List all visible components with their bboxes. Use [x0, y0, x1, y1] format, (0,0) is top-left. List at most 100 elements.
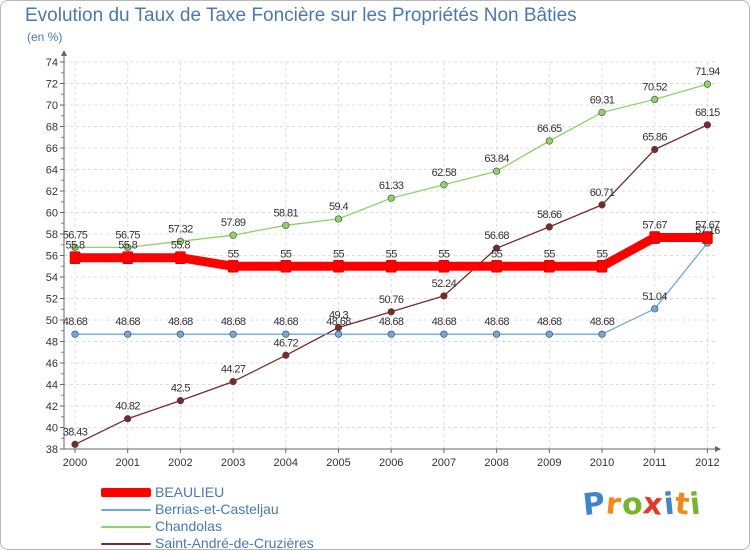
legend-label: Berrias-et-Casteljau	[155, 501, 279, 517]
data-label-saint-andre-de-cruzieres: 44.27	[221, 364, 246, 376]
point-berrias-et-casteljau	[598, 330, 606, 338]
data-label-beaulieu: 55.8	[65, 240, 84, 252]
x-tick-label: 2002	[168, 457, 192, 469]
point-saint-andre-de-cruzieres	[124, 415, 132, 423]
data-label-beaulieu: 57.67	[695, 220, 720, 232]
point-saint-andre-de-cruzieres	[703, 121, 712, 129]
y-tick-label: 64	[46, 165, 58, 177]
legend-swatch	[101, 508, 151, 511]
legend-item-chandolas: Chandolas	[101, 518, 314, 535]
data-label-berrias-et-casteljau: 48.68	[326, 316, 351, 328]
y-axis-arrow	[61, 50, 67, 56]
data-label-saint-andre-de-cruzieres: 38.43	[63, 426, 88, 438]
y-tick-label: 54	[46, 272, 58, 284]
data-label-chandolas: 62.58	[432, 167, 457, 179]
point-berrias-et-casteljau	[651, 305, 659, 313]
data-label-chandolas: 70.52	[642, 81, 667, 93]
point-chandolas	[598, 108, 606, 117]
data-label-saint-andre-de-cruzieres: 58.66	[537, 209, 562, 221]
point-beaulieu	[122, 251, 133, 264]
data-label-chandolas: 56.75	[115, 229, 140, 241]
point-chandolas	[703, 80, 712, 88]
data-label-saint-andre-de-cruzieres: 49.3	[329, 310, 348, 322]
data-label-berrias-et-casteljau: 57.16	[695, 225, 720, 237]
point-beaulieu	[543, 259, 555, 273]
point-berrias-et-casteljau	[493, 330, 501, 338]
data-label-chandolas: 57.89	[221, 217, 246, 229]
data-label-beaulieu: 55	[333, 248, 345, 260]
point-berrias-et-casteljau	[71, 330, 79, 338]
logo-letter: i	[688, 486, 704, 523]
data-label-beaulieu: 55	[280, 248, 292, 260]
x-tick-label: 2011	[643, 457, 667, 469]
data-label-berrias-et-casteljau: 51.04	[642, 291, 667, 303]
legend-label: Saint-André-de-Cruzières	[155, 535, 314, 550]
y-tick-label: 60	[46, 208, 58, 220]
data-label-berrias-et-casteljau: 48.68	[432, 316, 457, 328]
x-tick-label: 2012	[695, 457, 719, 469]
point-saint-andre-de-cruzieres	[229, 377, 237, 386]
y-tick-label: 66	[46, 143, 58, 155]
point-beaulieu	[280, 259, 292, 273]
data-label-chandolas: 59.4	[329, 201, 348, 213]
x-tick-label: 2000	[63, 457, 87, 469]
point-saint-andre-de-cruzieres	[176, 397, 184, 405]
y-tick-label: 58	[46, 229, 58, 241]
data-label-saint-andre-de-cruzieres: 42.5	[171, 383, 190, 395]
point-beaulieu	[227, 259, 239, 273]
point-saint-andre-de-cruzieres	[545, 223, 553, 231]
point-berrias-et-casteljau	[387, 330, 395, 338]
data-label-berrias-et-casteljau: 48.68	[63, 316, 88, 328]
data-label-berrias-et-casteljau: 48.68	[590, 316, 615, 328]
data-label-berrias-et-casteljau: 48.68	[221, 316, 246, 328]
y-tick-label: 52	[46, 294, 58, 306]
y-tick-label: 70	[46, 100, 58, 112]
data-label-chandolas: 57.32	[168, 223, 193, 235]
legend-swatch	[101, 525, 151, 528]
point-saint-andre-de-cruzieres	[493, 244, 501, 252]
point-beaulieu	[702, 231, 713, 244]
x-tick-label: 2008	[484, 457, 508, 469]
legend-label: BEAULIEU	[155, 484, 225, 500]
x-tick-label: 2005	[326, 457, 350, 469]
x-tick-label: 2009	[537, 457, 561, 469]
point-chandolas	[440, 181, 448, 189]
data-label-chandolas: 56.75	[63, 229, 88, 241]
y-tick-label: 62	[46, 186, 58, 198]
data-label-saint-andre-de-cruzieres: 68.15	[695, 107, 720, 119]
point-saint-andre-de-cruzieres	[387, 308, 395, 316]
data-label-saint-andre-de-cruzieres: 65.86	[642, 132, 667, 144]
x-tick-label: 2003	[221, 457, 245, 469]
data-label-berrias-et-casteljau: 48.68	[168, 316, 193, 328]
point-beaulieu	[385, 259, 397, 273]
data-label-chandolas: 69.31	[590, 94, 615, 106]
x-axis-arrow	[715, 446, 721, 452]
y-tick-label: 46	[46, 358, 58, 370]
legend-swatch	[101, 488, 151, 497]
data-label-berrias-et-casteljau: 48.68	[484, 316, 509, 328]
y-tick-label: 48	[46, 337, 58, 349]
proxiti-logo: Proxiti	[581, 486, 704, 523]
data-label-beaulieu: 55	[438, 248, 450, 260]
y-tick-label: 38	[46, 444, 58, 456]
data-label-saint-andre-de-cruzieres: 50.76	[379, 294, 404, 306]
point-saint-andre-de-cruzieres	[651, 145, 659, 154]
y-unit-label: (en %)	[27, 30, 63, 44]
point-berrias-et-casteljau	[229, 330, 237, 338]
data-label-saint-andre-de-cruzieres: 46.72	[274, 337, 299, 349]
point-berrias-et-casteljau	[124, 330, 132, 338]
legend: BEAULIEU Berrias-et-Casteljau Chandolas Sai…	[101, 484, 314, 550]
point-chandolas	[493, 167, 501, 175]
y-tick-label: 44	[46, 380, 58, 392]
point-chandolas	[71, 243, 79, 252]
point-saint-andre-de-cruzieres	[71, 440, 79, 448]
legend-item-berrias-et-casteljau: Berrias-et-Casteljau	[101, 501, 314, 518]
point-saint-andre-de-cruzieres	[598, 201, 606, 209]
chart-title: Evolution du Taux de Taxe Foncière sur l…	[25, 5, 577, 26]
data-label-berrias-et-casteljau: 48.68	[537, 316, 562, 328]
x-tick-label: 2001	[115, 457, 139, 469]
data-label-saint-andre-de-cruzieres: 60.71	[590, 187, 615, 199]
point-beaulieu	[69, 251, 81, 264]
point-berrias-et-casteljau	[440, 330, 448, 338]
